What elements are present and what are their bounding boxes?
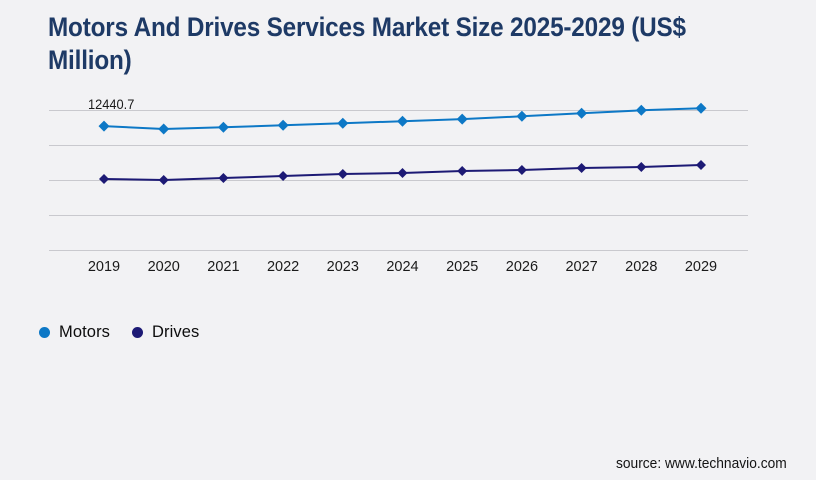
x-axis-label-2026: 2026 bbox=[506, 259, 538, 275]
x-axis-label-2019: 2019 bbox=[88, 259, 120, 275]
legend-label-motors: Motors bbox=[59, 323, 111, 341]
data-point-motors-2027[interactable] bbox=[576, 107, 588, 119]
data-point-drives-2024[interactable] bbox=[397, 168, 408, 178]
data-point-drives-2025[interactable] bbox=[457, 166, 468, 176]
data-point-motors-2025[interactable] bbox=[456, 113, 468, 125]
data-point-drives-2023[interactable] bbox=[337, 169, 348, 179]
line-chart: 2019 2020 2021 2022 2023 2024 2025 2026 2027 2028… bbox=[49, 97, 748, 275]
data-point-motors-2022[interactable] bbox=[277, 119, 289, 131]
data-point-drives-2027[interactable] bbox=[576, 163, 587, 173]
x-axis-label-2022: 2022 bbox=[267, 259, 299, 275]
x-axis-label-2024: 2024 bbox=[386, 259, 418, 275]
x-axis-label-2029: 2029 bbox=[685, 259, 717, 275]
data-point-motors-2021[interactable] bbox=[217, 121, 229, 133]
x-axis-label-2028: 2028 bbox=[625, 259, 657, 275]
legend-marker-motors bbox=[39, 327, 50, 338]
source-attribution: source: www.technavio.com bbox=[616, 456, 787, 472]
data-point-drives-2026[interactable] bbox=[516, 165, 527, 175]
data-point-motors-2019[interactable] bbox=[98, 120, 110, 132]
data-point-motors-2023[interactable] bbox=[337, 117, 349, 129]
x-axis-label-2025: 2025 bbox=[446, 259, 478, 275]
chart-title: Motors And Drives Services Market Size 2… bbox=[48, 12, 686, 75]
data-point-drives-2021[interactable] bbox=[218, 173, 229, 183]
data-point-drives-2028[interactable] bbox=[636, 162, 647, 172]
x-axis-label-2021: 2021 bbox=[207, 259, 239, 275]
legend-item-drives[interactable]: Drives bbox=[132, 323, 199, 342]
legend-label-drives: Drives bbox=[152, 323, 200, 341]
legend-marker-drives bbox=[132, 327, 144, 338]
data-label-motors-2019: 12440.7 bbox=[88, 97, 134, 112]
data-point-motors-2029[interactable] bbox=[695, 102, 707, 114]
x-axis-label-2023: 2023 bbox=[327, 259, 359, 275]
data-point-drives-2022[interactable] bbox=[278, 171, 289, 181]
data-point-motors-2024[interactable] bbox=[397, 115, 408, 127]
data-point-motors-2026[interactable] bbox=[516, 110, 528, 122]
data-point-motors-2020[interactable] bbox=[158, 123, 170, 135]
data-point-drives-2020[interactable] bbox=[158, 175, 169, 185]
x-axis-label-2020: 2020 bbox=[148, 259, 180, 275]
legend-item-motors[interactable]: Motors bbox=[39, 323, 110, 342]
data-point-motors-2028[interactable] bbox=[635, 104, 647, 116]
x-axis-label-2027: 2027 bbox=[565, 259, 597, 275]
data-point-drives-2019[interactable] bbox=[99, 174, 109, 184]
data-point-drives-2029[interactable] bbox=[696, 160, 706, 170]
chart-legend: Motors Drives bbox=[39, 323, 199, 342]
